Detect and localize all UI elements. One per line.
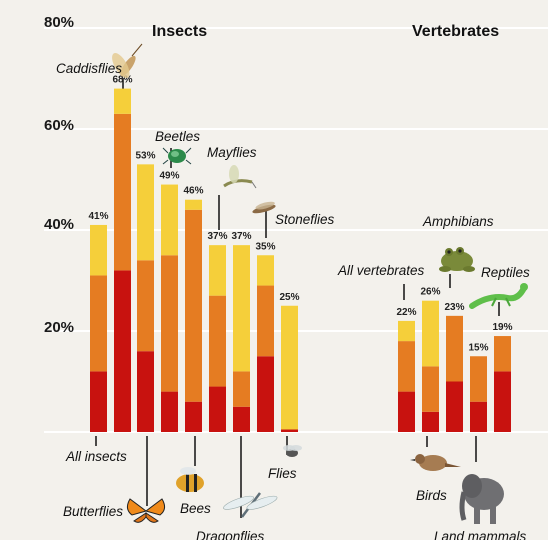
bar-segment — [398, 341, 415, 392]
bar-segment — [90, 371, 107, 432]
bird-icon — [410, 454, 461, 471]
bar-segment — [233, 371, 250, 407]
total-label: 68% — [112, 75, 132, 86]
bar-segment — [209, 295, 226, 387]
total-label: 53% — [135, 150, 155, 161]
bar-segment — [494, 371, 511, 432]
beetle-icon — [162, 147, 192, 165]
caddisfly-icon — [112, 43, 143, 79]
category-label: Birds — [416, 488, 447, 503]
total-label: 37% — [231, 231, 251, 242]
bar-segment — [137, 164, 154, 261]
total-label: 19% — [492, 322, 512, 333]
mayfly-icon — [223, 165, 257, 189]
bar-segment — [137, 260, 154, 352]
butterfly-icon — [126, 498, 166, 523]
bar-segment — [161, 184, 178, 256]
bar-segment — [257, 356, 274, 432]
fly-icon — [283, 445, 302, 457]
category-label: All vertebrates — [337, 263, 425, 278]
bar-segment — [422, 366, 439, 412]
bar-segment — [398, 320, 415, 342]
bar-segment — [233, 406, 250, 432]
bar-segment — [281, 305, 298, 430]
total-label: 23% — [444, 302, 464, 313]
lizard-icon — [469, 283, 528, 309]
total-label: 49% — [159, 171, 179, 182]
bar-segment — [209, 386, 226, 432]
bar-segment — [233, 245, 250, 372]
bar-segment — [161, 391, 178, 432]
bar-segment — [494, 336, 511, 372]
bar-segment — [209, 245, 226, 296]
category-label: Bees — [180, 501, 211, 516]
bar-segment — [185, 199, 202, 210]
bar-segment — [90, 224, 107, 276]
category-label: Flies — [268, 466, 297, 481]
bar-segment — [422, 411, 439, 432]
total-label: 26% — [420, 287, 440, 298]
y-tick-label: 60% — [44, 117, 74, 134]
total-label: 22% — [396, 307, 416, 318]
total-label: 41% — [88, 211, 108, 222]
total-label: 46% — [183, 186, 203, 197]
category-label: Mayflies — [207, 145, 257, 160]
bar-segment — [257, 285, 274, 357]
bar-segment — [398, 391, 415, 432]
category-labels: All insects Caddisflies Butterflies Beet… — [56, 61, 530, 540]
y-tick-label: 40% — [44, 216, 74, 233]
bar-segment — [185, 401, 202, 432]
frog-icon — [439, 247, 475, 272]
category-label: All insects — [65, 449, 127, 464]
bar-segment — [446, 381, 463, 432]
category-label: Stoneflies — [275, 212, 335, 227]
category-label: Reptiles — [481, 265, 530, 280]
bar-segment — [185, 209, 202, 402]
category-label: Butterflies — [63, 504, 123, 519]
category-label: Amphibians — [422, 214, 494, 229]
bar-segment — [422, 300, 439, 367]
bar-segment — [90, 275, 107, 372]
bars — [90, 88, 511, 432]
stonefly-icon — [252, 201, 276, 214]
group-title-vertebrates: Vertebrates — [412, 23, 499, 40]
total-labels: 41% 68% 53% 49% 46% 37% 37% 35% 25% 22% 26% 23% 15% 1… — [88, 75, 512, 354]
total-label: 25% — [279, 292, 299, 303]
category-label: Land mammals — [434, 529, 527, 540]
total-label: 37% — [207, 231, 227, 242]
total-label: 35% — [255, 241, 275, 252]
y-axis-ticks: 80% 60% 40% 20% — [44, 14, 74, 336]
total-label: 15% — [468, 342, 488, 353]
group-title-insects: Insects — [152, 23, 207, 40]
y-tick-label: 20% — [44, 319, 74, 336]
y-tick-label: 80% — [44, 14, 74, 31]
bar-segment — [114, 270, 131, 432]
bar-segment — [114, 113, 131, 271]
bar-segment — [137, 351, 154, 432]
bar-segment — [446, 315, 463, 382]
category-label: Beetles — [155, 129, 200, 144]
bar-segment — [470, 401, 487, 432]
bee-icon — [176, 467, 204, 492]
bar-segment — [257, 255, 274, 286]
dragonfly-icon — [223, 492, 278, 518]
bar-segment — [114, 88, 131, 114]
elephant-icon — [459, 474, 504, 524]
category-label: Dragonflies — [196, 529, 265, 540]
bar-segment — [470, 356, 487, 402]
bar-segment — [161, 255, 178, 392]
bar-segment — [281, 429, 298, 432]
category-label: Caddisflies — [56, 61, 122, 76]
